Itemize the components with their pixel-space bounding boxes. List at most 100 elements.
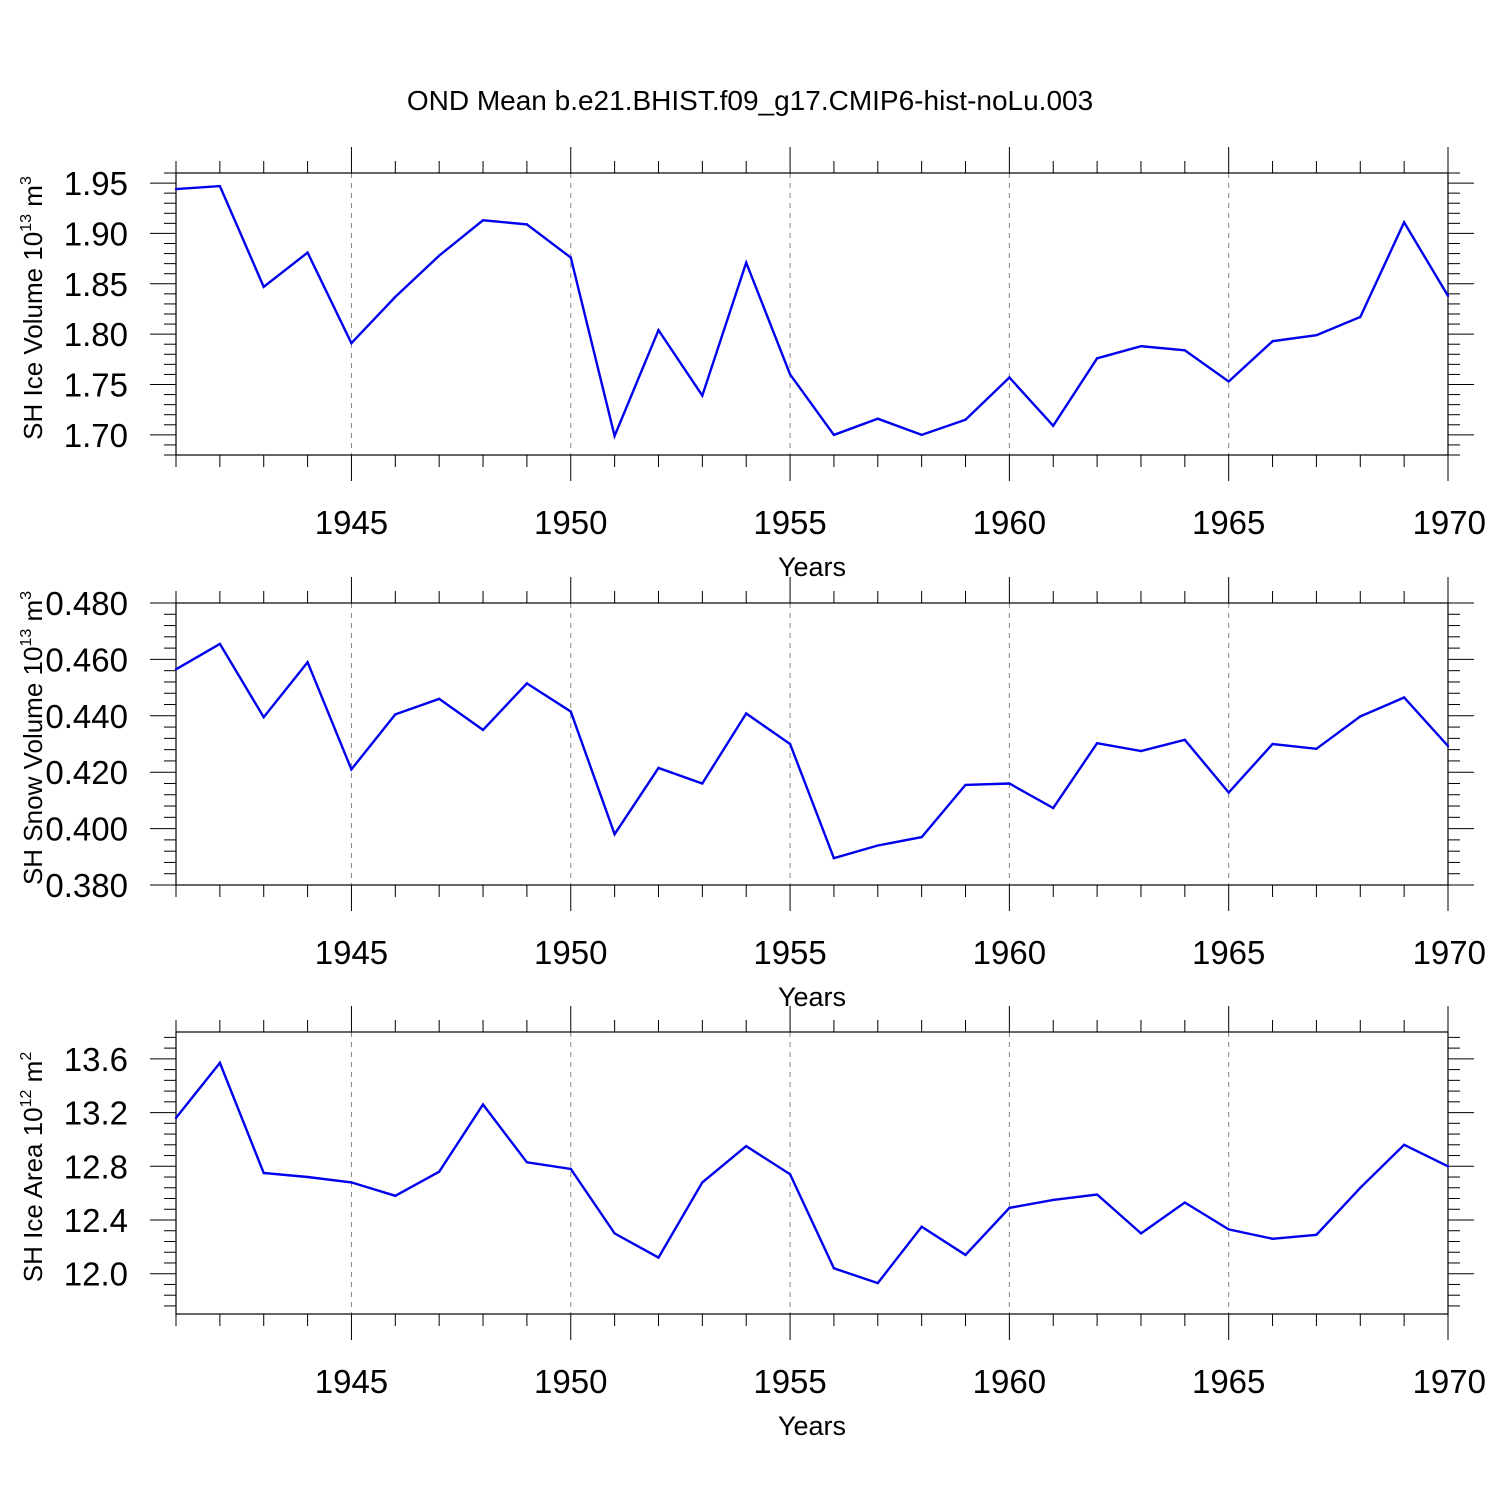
y-axis-title: SH Ice Area 1012 m2 bbox=[18, 1052, 48, 1283]
x-axis-title: Years bbox=[778, 982, 846, 1012]
panel-1: 1.70 1.75 1.80 1.85 1.90 1.95 1945 1950 1955 1960… bbox=[18, 147, 1486, 582]
data-point bbox=[832, 433, 836, 437]
data-point bbox=[437, 254, 441, 257]
x-tick-label: 1960 bbox=[973, 504, 1046, 541]
data-point bbox=[1315, 333, 1318, 337]
data-point bbox=[832, 857, 836, 860]
y-tick-label: 1.85 bbox=[64, 266, 128, 303]
data-point bbox=[1271, 339, 1274, 343]
data-point bbox=[1183, 1201, 1187, 1204]
data-point bbox=[920, 433, 923, 437]
x-axis-title: Years bbox=[778, 552, 846, 582]
data-point bbox=[788, 742, 792, 746]
x-tick-label: 1955 bbox=[753, 504, 826, 541]
data-point bbox=[1095, 357, 1099, 360]
data-point bbox=[701, 394, 704, 397]
data-point bbox=[218, 1061, 222, 1065]
data-point bbox=[1183, 738, 1187, 741]
plot-frame bbox=[175, 1031, 1449, 1315]
data-point bbox=[613, 1232, 616, 1235]
data-point bbox=[1183, 349, 1187, 352]
data-point bbox=[350, 342, 353, 345]
y-axis-title-superscript: 13 bbox=[18, 214, 35, 232]
data-point bbox=[1271, 742, 1274, 746]
y-tick-label: 13.2 bbox=[64, 1095, 128, 1132]
series-line bbox=[175, 642, 1449, 860]
series-line bbox=[175, 1060, 1449, 1285]
x-tick-label: 1960 bbox=[973, 1363, 1046, 1400]
panel-2: 0.380 0.400 0.420 0.440 0.460 0.480 1945 1950 19… bbox=[18, 577, 1486, 1012]
data-point bbox=[218, 642, 222, 646]
data-point bbox=[1227, 1228, 1230, 1231]
data-point bbox=[569, 256, 572, 259]
data-point bbox=[174, 187, 178, 191]
series-line bbox=[175, 184, 1450, 440]
y-tick-label: 1.95 bbox=[64, 165, 128, 202]
data-point bbox=[1227, 380, 1230, 383]
data-point bbox=[657, 1256, 660, 1259]
data-point bbox=[569, 710, 572, 713]
data-point bbox=[262, 285, 265, 289]
data-point bbox=[1008, 376, 1011, 379]
data-point bbox=[394, 295, 397, 299]
x-tick-label: 1965 bbox=[1192, 934, 1265, 971]
data-point bbox=[964, 1253, 967, 1257]
data-point bbox=[1139, 749, 1143, 753]
data-point bbox=[262, 1171, 265, 1175]
y-axis-title-part: m bbox=[18, 185, 48, 214]
data-point bbox=[1271, 1237, 1274, 1241]
data-point bbox=[1446, 744, 1450, 748]
y-tick-label: 1.70 bbox=[64, 417, 128, 454]
data-point bbox=[1008, 782, 1011, 785]
x-tick-label: 1970 bbox=[1413, 504, 1486, 541]
x-tick-label: 1945 bbox=[315, 934, 388, 971]
x-tick-label: 1965 bbox=[1192, 1363, 1265, 1400]
data-point bbox=[657, 328, 660, 332]
data-point bbox=[306, 661, 309, 664]
data-point bbox=[1095, 741, 1099, 745]
panel-3: 12.0 12.4 12.8 13.2 13.6 1945 1950 1955 1960 1965… bbox=[18, 1006, 1486, 1441]
data-point bbox=[745, 712, 748, 715]
x-tick-label: 1950 bbox=[534, 934, 607, 971]
data-point bbox=[1095, 1193, 1099, 1196]
data-point bbox=[525, 682, 529, 685]
data-point bbox=[964, 418, 967, 421]
data-point bbox=[350, 768, 353, 771]
plot-frame bbox=[175, 172, 1449, 456]
data-point bbox=[1008, 1206, 1011, 1210]
x-tick-label: 1970 bbox=[1413, 1363, 1486, 1400]
y-axis-title-superscript: 2 bbox=[18, 1052, 35, 1061]
chart-title: OND Mean b.e21.BHIST.f09_g17.CMIP6-hist-… bbox=[407, 85, 1093, 116]
plot-frame bbox=[175, 602, 1449, 886]
data-point bbox=[394, 713, 397, 716]
data-point bbox=[437, 1170, 441, 1173]
data-point bbox=[481, 219, 485, 222]
y-tick-label: 12.8 bbox=[64, 1148, 128, 1185]
data-point bbox=[920, 1225, 923, 1228]
y-axis-title-superscript: 12 bbox=[18, 1089, 35, 1107]
data-point bbox=[306, 251, 309, 254]
y-tick-label: 0.440 bbox=[45, 698, 128, 735]
y-axis-title-part: m bbox=[18, 600, 48, 629]
data-point bbox=[1315, 1233, 1318, 1236]
y-tick-label: 1.75 bbox=[64, 367, 128, 404]
data-point bbox=[613, 833, 616, 836]
y-tick-label: 0.400 bbox=[45, 811, 128, 848]
data-point bbox=[1446, 294, 1450, 298]
data-point bbox=[569, 1167, 572, 1171]
y-axis-title-part: m bbox=[18, 1061, 48, 1090]
data-point bbox=[788, 1173, 792, 1176]
data-point bbox=[481, 1103, 485, 1106]
x-tick-label: 1965 bbox=[1192, 504, 1265, 541]
y-tick-label: 12.0 bbox=[64, 1256, 128, 1293]
data-point bbox=[1359, 1186, 1362, 1189]
data-point bbox=[1402, 1143, 1406, 1147]
data-point bbox=[1227, 791, 1230, 794]
data-point bbox=[657, 766, 660, 770]
data-point bbox=[876, 417, 879, 420]
data-point bbox=[701, 782, 704, 785]
data-point bbox=[1315, 747, 1318, 750]
data-point bbox=[1446, 1165, 1450, 1168]
data-point bbox=[1052, 424, 1055, 427]
x-tick-label: 1955 bbox=[753, 934, 826, 971]
